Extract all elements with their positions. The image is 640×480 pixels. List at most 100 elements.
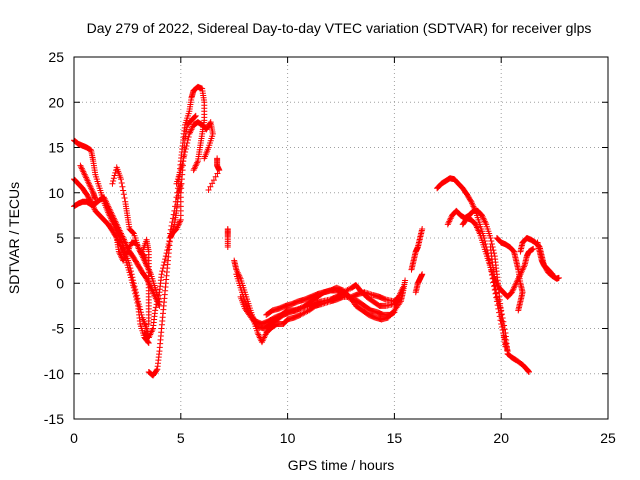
data-point — [402, 277, 409, 284]
data-point — [145, 320, 152, 327]
y-tick-label: 10 — [48, 185, 64, 201]
data-point — [120, 187, 127, 194]
data-point — [530, 245, 537, 252]
data-point — [210, 177, 217, 184]
series-trace-01 — [71, 137, 152, 341]
data-point — [163, 250, 170, 257]
data-point — [127, 274, 134, 281]
x-axis-label: GPS time / hours — [288, 457, 395, 473]
data-point — [206, 120, 213, 127]
data-point — [130, 229, 137, 236]
data-point — [391, 309, 398, 316]
data-point — [207, 183, 214, 190]
x-tick-label: 0 — [70, 430, 78, 446]
series-trace-08 — [145, 112, 199, 379]
data-point — [131, 287, 138, 294]
data-point — [548, 270, 555, 277]
data-point — [174, 189, 181, 196]
data-point — [110, 175, 117, 182]
data-point — [128, 277, 135, 284]
data-point — [167, 230, 174, 237]
data-point — [130, 284, 137, 291]
data-point — [162, 256, 169, 263]
data-points — [71, 83, 562, 379]
data-point — [179, 158, 186, 165]
data-point — [185, 133, 192, 140]
data-point — [158, 271, 165, 278]
data-point — [501, 322, 508, 329]
data-point — [501, 326, 508, 333]
data-point — [467, 197, 474, 204]
series-trace-06 — [113, 235, 150, 269]
data-point — [498, 307, 505, 314]
data-point — [110, 177, 117, 184]
data-point — [525, 368, 532, 375]
data-point — [170, 211, 177, 218]
y-tick-label: -10 — [44, 366, 64, 382]
data-point — [165, 241, 172, 248]
series-trace-22 — [459, 215, 532, 375]
data-point — [152, 304, 159, 311]
data-point — [549, 271, 556, 278]
data-point — [192, 113, 199, 120]
data-point — [174, 185, 181, 192]
series-trace-07 — [139, 236, 152, 327]
data-point — [169, 215, 176, 222]
data-point — [132, 293, 139, 300]
data-point — [145, 339, 152, 346]
data-point — [179, 161, 186, 168]
y-tick-label: -5 — [52, 321, 65, 337]
data-point — [133, 296, 140, 303]
data-point — [117, 176, 124, 183]
series-trace-12 — [205, 155, 223, 194]
data-point — [152, 307, 159, 314]
data-point — [178, 164, 185, 171]
series-trace-20 — [434, 175, 511, 355]
data-point — [488, 241, 495, 248]
data-point — [113, 233, 120, 240]
x-tick-label: 20 — [493, 430, 509, 446]
y-tick-label: 20 — [48, 94, 64, 110]
series-trace-23 — [487, 244, 537, 300]
data-point — [171, 207, 178, 214]
data-point — [161, 259, 168, 266]
series-trace-02 — [71, 176, 152, 346]
data-point — [121, 195, 128, 202]
data-point — [132, 290, 139, 297]
data-point — [205, 187, 212, 194]
data-point — [177, 167, 184, 174]
data-point — [129, 279, 136, 286]
data-point — [500, 318, 507, 325]
data-point — [92, 196, 99, 203]
data-point — [190, 167, 197, 174]
data-point — [172, 198, 179, 205]
data-point — [183, 142, 190, 149]
data-point — [126, 269, 133, 276]
data-point — [214, 170, 221, 177]
data-point — [154, 298, 161, 305]
y-tick-label: -15 — [44, 411, 64, 427]
data-point — [164, 244, 171, 251]
data-point — [119, 183, 126, 190]
y-axis-label: SDTVAR / TECUs — [6, 182, 22, 294]
data-point — [160, 265, 166, 272]
data-point — [515, 307, 522, 314]
series-trace-18 — [408, 225, 426, 273]
data-point — [134, 299, 141, 306]
data-point — [153, 301, 160, 308]
x-tick-label: 25 — [600, 430, 616, 446]
data-point — [168, 222, 175, 229]
y-tick-label: 25 — [48, 49, 64, 65]
data-point — [419, 225, 426, 232]
x-tick-label: 10 — [280, 430, 296, 446]
y-tick-label: 15 — [48, 140, 64, 156]
data-point — [182, 149, 189, 156]
data-point — [155, 292, 162, 299]
data-point — [487, 235, 494, 241]
data-point — [184, 139, 191, 146]
y-tick-label: 5 — [56, 230, 64, 246]
data-point — [419, 271, 426, 278]
series-trace-10 — [167, 83, 208, 237]
x-tick-label: 5 — [177, 430, 185, 446]
